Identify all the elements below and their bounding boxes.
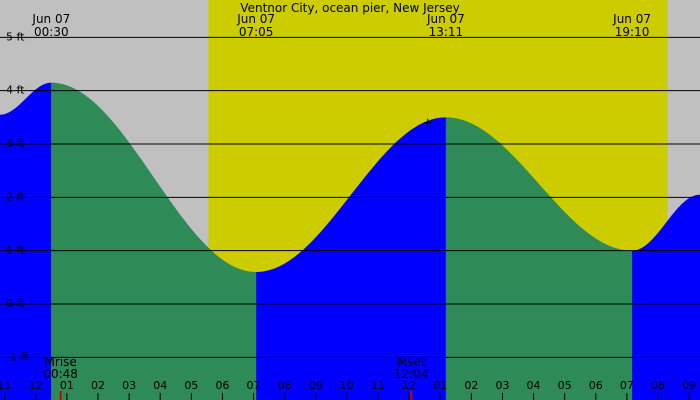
- y-tick-labels: 5 ft 4 ft 3 ft 2 ft 1 ft 0 ft -1 ft: [6, 30, 29, 363]
- hour-tick-label: 04: [527, 379, 541, 392]
- extreme-time-label: 19:10: [615, 25, 650, 39]
- hour-tick-label: 08: [651, 379, 665, 392]
- current-marker-layer: [423, 118, 432, 127]
- y-tick-label: -1 ft: [6, 350, 29, 363]
- hour-tick-label: 03: [122, 379, 136, 392]
- hour-tick-label: 12: [402, 379, 416, 392]
- hour-tick-label: 06: [215, 379, 229, 392]
- y-tick-label: 5 ft: [6, 30, 25, 43]
- falling-tide-area: [51, 82, 257, 400]
- hour-tick-label: 01: [60, 379, 74, 392]
- extreme-date-label: Jun 07: [31, 12, 70, 26]
- hour-tick-label: 04: [153, 379, 167, 392]
- extreme-time-label: 13:11: [429, 25, 464, 39]
- hour-tick-label: 09: [682, 379, 696, 392]
- hour-tick-label: 10: [340, 379, 354, 392]
- gridline-layer: [0, 36, 700, 358]
- moon-event-time: 00:48: [43, 367, 78, 381]
- extreme-date-label: Jun 07: [612, 12, 651, 26]
- hour-tick-label: 11: [371, 379, 385, 392]
- rising-tide-area: [632, 194, 700, 400]
- extreme-date-label: Jun 07: [236, 12, 275, 26]
- hour-tick-label: 01: [433, 379, 447, 392]
- hour-tick-label: 09: [309, 379, 323, 392]
- moon-event-time: 12:04: [394, 367, 429, 381]
- extreme-time-label: 00:30: [34, 25, 69, 39]
- hour-tick-label: 08: [278, 379, 292, 392]
- hour-tick-label: 06: [589, 379, 603, 392]
- tide-area-layer: [0, 82, 700, 400]
- hour-tick-label: 02: [464, 379, 478, 392]
- hour-tick-layer: 11 12 01 02 03 04 05 06 07 08 09 10 11 12 01 02 03 04 05 06…: [0, 379, 696, 400]
- extreme-date-label: Jun 07: [426, 12, 465, 26]
- falling-tide-area: [445, 117, 633, 400]
- hour-tick-label: 03: [495, 379, 509, 392]
- y-tick-label: 4 ft: [6, 84, 25, 97]
- moon-event-label: Mrise: [45, 355, 77, 369]
- hour-tick-label: 02: [91, 379, 105, 392]
- y-tick-label: 0 ft: [6, 297, 25, 310]
- moon-event-label: Mset: [397, 355, 426, 369]
- y-tick-label: 1 ft: [6, 244, 25, 257]
- hour-tick-label: 07: [620, 379, 634, 392]
- y-tick-label: 3 ft: [6, 137, 25, 150]
- hour-tick-label: 12: [29, 379, 43, 392]
- hour-tick-label: 07: [247, 379, 261, 392]
- hour-tick-label: 05: [558, 379, 572, 392]
- rising-tide-area: [256, 117, 446, 400]
- y-tick-label: 2 ft: [6, 190, 25, 203]
- chart-title: Ventnor City, ocean pier, New Jersey: [240, 1, 459, 15]
- rising-tide-area: [0, 82, 52, 400]
- hour-tick-label: 11: [0, 379, 12, 392]
- hour-tick-label: 05: [184, 379, 198, 392]
- extreme-time-label: 07:05: [239, 25, 274, 39]
